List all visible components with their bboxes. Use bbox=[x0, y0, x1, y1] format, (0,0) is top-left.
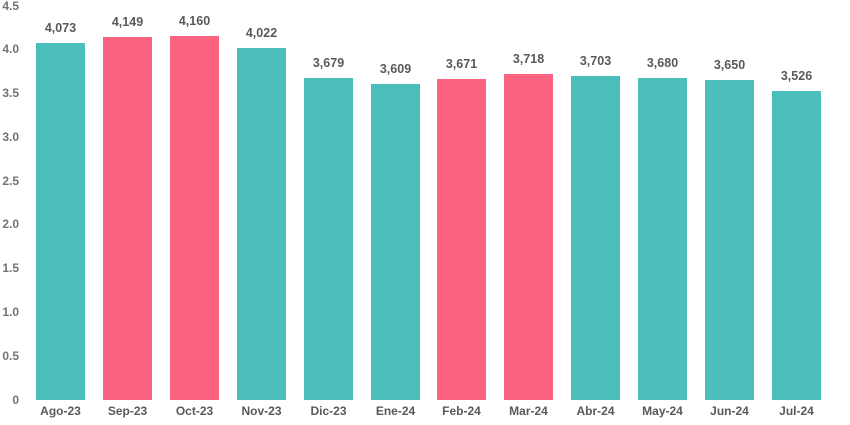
bar-value-label: 3,526 bbox=[780, 69, 813, 83]
x-axis-label: Feb-24 bbox=[442, 404, 481, 418]
x-axis-label: Mar-24 bbox=[509, 404, 548, 418]
x-axis-label: Nov-23 bbox=[241, 404, 282, 418]
bar-value-label: 3,718 bbox=[512, 52, 545, 66]
bar-value-label: 4,022 bbox=[245, 26, 278, 40]
bar-abr-24 bbox=[571, 76, 620, 400]
y-axis-tick-label: 0 bbox=[12, 393, 19, 407]
bar-ene-24 bbox=[371, 84, 420, 400]
x-axis-label: Jul-24 bbox=[779, 404, 814, 418]
y-axis-tick-label: 4.0 bbox=[2, 42, 19, 56]
x-axis-label: Sep-23 bbox=[107, 404, 148, 418]
bar-dic-23 bbox=[304, 78, 353, 400]
bar-may-24 bbox=[638, 78, 687, 400]
bar-value-label: 3,609 bbox=[379, 62, 412, 76]
y-axis-tick-label: 3.0 bbox=[2, 130, 19, 144]
bar-value-label: 4,160 bbox=[178, 14, 211, 28]
y-axis-tick-label: 2.5 bbox=[2, 174, 19, 188]
y-axis-tick-label: 1.0 bbox=[2, 305, 19, 319]
bar-nov-23 bbox=[237, 48, 286, 400]
x-axis-label: Jun-24 bbox=[710, 404, 749, 418]
x-axis-label: Oct-23 bbox=[175, 404, 214, 418]
x-axis-label: Dic-23 bbox=[310, 404, 347, 418]
y-axis-tick-label: 0.5 bbox=[2, 349, 19, 363]
bar-jun-24 bbox=[705, 80, 754, 400]
bar-value-label: 4,073 bbox=[44, 21, 77, 35]
y-axis-tick-label: 3.5 bbox=[2, 86, 19, 100]
bar-value-label: 3,679 bbox=[312, 56, 345, 70]
bar-oct-23 bbox=[170, 36, 219, 400]
bar-value-label: 3,671 bbox=[445, 57, 478, 71]
x-axis-label: Abr-24 bbox=[576, 404, 615, 418]
y-axis-tick-label: 2.0 bbox=[2, 217, 19, 231]
bar-sep-23 bbox=[103, 37, 152, 400]
bar-value-label: 3,703 bbox=[579, 54, 612, 68]
x-axis-label: Ago-23 bbox=[40, 404, 81, 418]
bar-mar-24 bbox=[504, 74, 553, 400]
x-axis-label: Ene-24 bbox=[375, 404, 416, 418]
bar-value-label: 3,650 bbox=[713, 58, 746, 72]
x-axis-label: May-24 bbox=[642, 404, 683, 418]
bar-ago-23 bbox=[36, 43, 85, 400]
bar-value-label: 4,149 bbox=[111, 15, 144, 29]
y-axis-tick-label: 1.5 bbox=[2, 261, 19, 275]
bar-jul-24 bbox=[772, 91, 821, 400]
bar-value-label: 3,680 bbox=[646, 56, 679, 70]
y-axis-tick-label: 4.5 bbox=[2, 0, 19, 13]
bar-feb-24 bbox=[437, 79, 486, 400]
